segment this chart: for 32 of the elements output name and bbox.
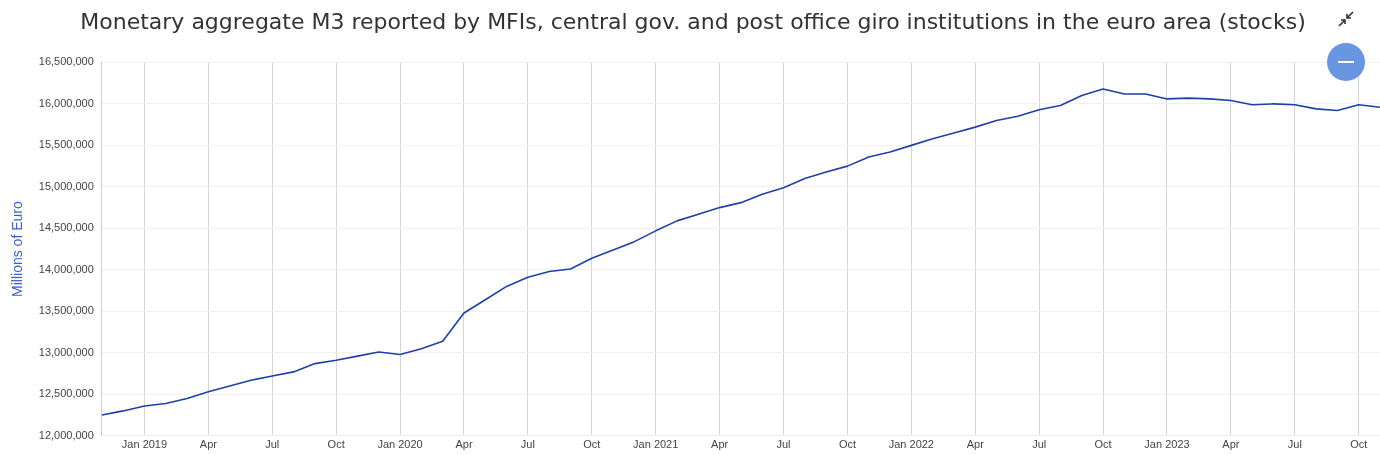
x-tick-label: Apr xyxy=(455,438,473,451)
y-tick-label: 14,000,000 xyxy=(38,262,94,275)
x-tick-label: Apr xyxy=(711,438,729,451)
chart-title: Monetary aggregate M3 reported by MFIs, central gov. and post office giro institutions in the euro area (stocks) xyxy=(80,8,1306,34)
y-tick-label: 15,500,000 xyxy=(38,138,94,151)
x-tick-label: Jan 2019 xyxy=(121,438,168,451)
x-tick-label: Oct xyxy=(1094,438,1112,451)
x-tick-label: Jan 2023 xyxy=(1144,438,1190,451)
x-tick-label: Oct xyxy=(583,438,601,451)
y-tick-label: 16,500,000 xyxy=(38,55,94,68)
y-tick-label: 14,500,000 xyxy=(38,221,94,234)
y-tick-label: 13,000,000 xyxy=(38,345,94,358)
y-tick-label: 16,000,000 xyxy=(38,96,94,109)
x-tick-label: Apr xyxy=(1222,438,1240,451)
x-tick-label: Jul xyxy=(1287,438,1302,451)
x-tick-label: Oct xyxy=(327,438,345,451)
y-tick-label: 12,500,000 xyxy=(38,387,94,400)
x-tick-label: Jan 2022 xyxy=(888,438,934,451)
y-tick-label: 12,000,000 xyxy=(38,428,94,441)
x-tick-label: Jan 2020 xyxy=(377,438,423,451)
x-tick-label: Jul xyxy=(265,438,280,451)
x-tick-label: Jan 2021 xyxy=(633,438,679,451)
x-tick-label: Oct xyxy=(1350,438,1368,451)
x-tick-label: Jul xyxy=(776,438,791,451)
x-tick-label: Apr xyxy=(966,438,985,451)
y-axis-title: Millions of Euro xyxy=(9,201,26,297)
x-tick-label: Apr xyxy=(199,438,218,451)
y-tick-label: 15,000,000 xyxy=(38,179,94,192)
y-tick-label: 13,500,000 xyxy=(38,304,94,317)
x-tick-label: Oct xyxy=(838,438,856,451)
x-tick-label: Jul xyxy=(520,438,535,451)
x-tick-label: Jul xyxy=(1032,438,1047,451)
